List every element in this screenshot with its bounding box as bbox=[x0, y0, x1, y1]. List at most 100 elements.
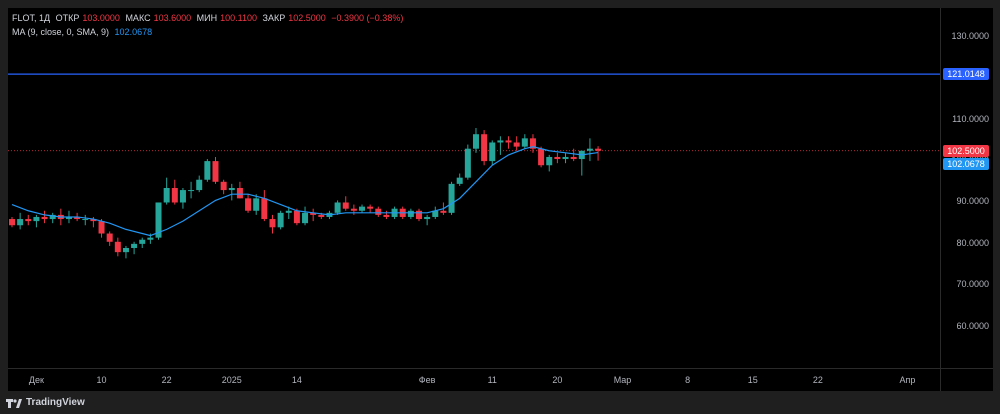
x-tick-label: 8 bbox=[685, 375, 691, 385]
candle-body bbox=[416, 210, 422, 220]
candle-body bbox=[521, 138, 528, 147]
candle-body bbox=[342, 202, 349, 209]
x-tick-label: Апр bbox=[899, 375, 916, 385]
candle-body bbox=[432, 210, 439, 217]
candle-body bbox=[204, 161, 211, 180]
axis-corner bbox=[940, 368, 993, 391]
candle-body bbox=[489, 142, 496, 162]
x-tick-label: 10 bbox=[96, 375, 107, 385]
candle-body bbox=[293, 210, 300, 224]
candle-body bbox=[497, 140, 504, 143]
ma-line bbox=[11, 146, 599, 237]
candle-body bbox=[318, 214, 325, 217]
high-label: МАКС bbox=[125, 13, 151, 23]
ohlc-legend: FLOT, 1Д ОТКР 103.0000 МАКС 103.6000 МИН 10… bbox=[12, 13, 406, 23]
low-label: МИН bbox=[196, 13, 218, 23]
y-tick-label: 80.0000 bbox=[956, 237, 989, 248]
candle-body bbox=[163, 188, 170, 203]
candle-body bbox=[245, 198, 252, 211]
last-price-tag: 102.5000 bbox=[943, 144, 989, 157]
x-tick-label: 11 bbox=[487, 375, 497, 385]
candle-body bbox=[505, 140, 512, 143]
ma-label: MA (9, close, 0, SMA, 9) bbox=[12, 27, 110, 37]
candle-body bbox=[17, 219, 24, 226]
footer-bar: TradingView bbox=[0, 392, 1000, 414]
tradingview-icon bbox=[6, 398, 22, 408]
candle-body bbox=[82, 219, 89, 221]
candle-body bbox=[212, 161, 219, 182]
candle-body bbox=[261, 198, 268, 220]
candle-body bbox=[562, 156, 569, 160]
close-value: 102.5000 bbox=[288, 13, 326, 23]
candle-body bbox=[554, 156, 561, 160]
candle-body bbox=[546, 156, 553, 166]
high-value: 103.6000 bbox=[153, 13, 192, 23]
candle-body bbox=[440, 210, 447, 213]
candle-body bbox=[155, 202, 162, 238]
candle-body bbox=[269, 219, 276, 228]
candle-body bbox=[131, 243, 138, 248]
candle-body bbox=[65, 216, 72, 220]
candle-body bbox=[171, 188, 178, 203]
symbol-label[interactable]: FLOT, 1Д bbox=[12, 13, 51, 23]
low-value: 100.1100 bbox=[220, 13, 257, 23]
candle-body bbox=[595, 148, 602, 151]
candle-body bbox=[122, 248, 129, 253]
candle-body bbox=[114, 241, 121, 253]
x-tick-label: Фев bbox=[418, 375, 436, 385]
candle-body bbox=[481, 134, 488, 162]
candle-body bbox=[570, 156, 577, 160]
y-tick-label: 70.0000 bbox=[956, 279, 989, 290]
candle-body bbox=[383, 214, 390, 217]
candle-body bbox=[188, 190, 195, 192]
candle-body bbox=[147, 237, 154, 240]
candle-body bbox=[236, 188, 243, 199]
x-tick-label: Мар bbox=[613, 375, 632, 385]
candle-body bbox=[106, 233, 113, 242]
candle-body bbox=[9, 219, 15, 226]
candle-body bbox=[359, 206, 366, 211]
candle-body bbox=[220, 181, 227, 191]
candle-body bbox=[586, 148, 593, 151]
x-tick-label: Дек bbox=[28, 375, 44, 385]
x-tick-label: 15 bbox=[747, 375, 758, 385]
x-tick-label: 22 bbox=[161, 375, 172, 385]
y-tick-label: 110.0000 bbox=[952, 113, 989, 124]
candle-body bbox=[285, 210, 292, 213]
y-tick-label: 60.0000 bbox=[956, 320, 989, 331]
x-tick-label: 22 bbox=[812, 375, 823, 385]
close-label: ЗАКР bbox=[262, 13, 286, 23]
candle-body bbox=[33, 216, 40, 222]
candle-body bbox=[302, 212, 309, 224]
candle-body bbox=[350, 208, 357, 211]
tradingview-logo[interactable]: TradingView bbox=[6, 397, 85, 408]
candle-body bbox=[375, 208, 382, 215]
candle-body bbox=[90, 219, 97, 222]
candle-body bbox=[538, 148, 545, 166]
candle-body bbox=[139, 239, 146, 244]
candle-body bbox=[424, 216, 431, 220]
candle-body bbox=[179, 190, 186, 203]
plot-area[interactable]: FLOT, 1Д ОТКР 103.0000 МАКС 103.6000 МИН 10… bbox=[8, 8, 940, 368]
candle-body bbox=[228, 188, 235, 191]
candlestick-chart[interactable] bbox=[8, 8, 940, 368]
change-value: −0.3900 (−0.38%) bbox=[331, 13, 404, 23]
candle-body bbox=[41, 216, 48, 220]
tradingview-wordmark: TradingView bbox=[26, 397, 85, 408]
candle-body bbox=[196, 179, 203, 191]
hline-price-tag: 121.0148 bbox=[943, 68, 989, 81]
y-tick-label: 90.0000 bbox=[956, 196, 989, 207]
candle-body bbox=[407, 210, 414, 217]
candle-body bbox=[448, 183, 455, 213]
x-tick-label: 14 bbox=[291, 375, 302, 385]
y-tick-label: 130.0000 bbox=[951, 30, 989, 41]
candle-body bbox=[456, 177, 463, 184]
candle-body bbox=[334, 202, 341, 213]
price-scale[interactable]: 130.0000120.0000110.0000100.000090.00008… bbox=[940, 8, 993, 368]
candle-body bbox=[513, 142, 520, 147]
time-axis[interactable]: Дек 10 22 2025 14 Фев 11 20 Мар 8 15 22 Апр bbox=[8, 368, 940, 391]
candle-body bbox=[464, 148, 471, 178]
candle-body bbox=[277, 212, 284, 228]
candle-body bbox=[310, 212, 317, 215]
ma-legend[interactable]: MA (9, close, 0, SMA, 9) 102.0678 bbox=[12, 27, 155, 37]
